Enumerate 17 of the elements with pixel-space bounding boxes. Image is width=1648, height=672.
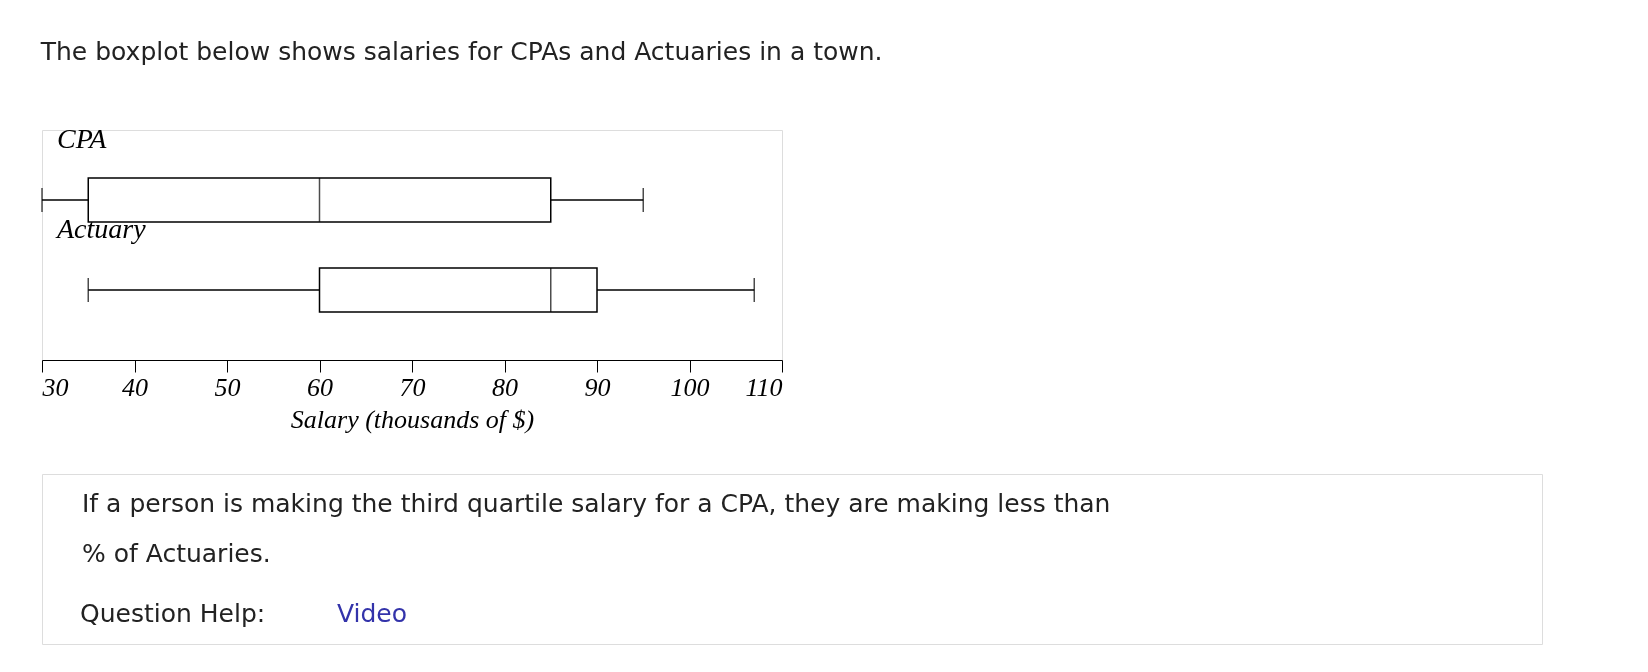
- text: Question Help:: [80, 599, 266, 628]
- x-tick-label: 100: [670, 372, 710, 402]
- text: If a person is making the third quartile salary for a CPA, they are making less than: [82, 489, 1111, 518]
- x-tick-label: 60: [307, 372, 333, 402]
- x-tick-label: 40: [122, 372, 148, 402]
- x-tick-label: 80: [492, 372, 518, 402]
- x-axis-title: Salary (thousands of $): [290, 404, 535, 434]
- y-tick-label: Actuary: [55, 213, 147, 245]
- x-tick-label: 50: [214, 372, 241, 402]
- text: % of Actuaries.: [82, 539, 271, 568]
- x-tick-label: 90: [584, 372, 611, 402]
- x-tick-label: 30: [41, 372, 69, 402]
- x-tick-label: 70: [399, 372, 426, 402]
- x-tick-label: 110: [745, 372, 783, 402]
- text: Video: [337, 599, 408, 628]
- y-tick-label: CPA: [57, 122, 108, 154]
- chart-title: The boxplot below shows salaries for CPAs and Actuaries in a town.: [39, 37, 883, 67]
